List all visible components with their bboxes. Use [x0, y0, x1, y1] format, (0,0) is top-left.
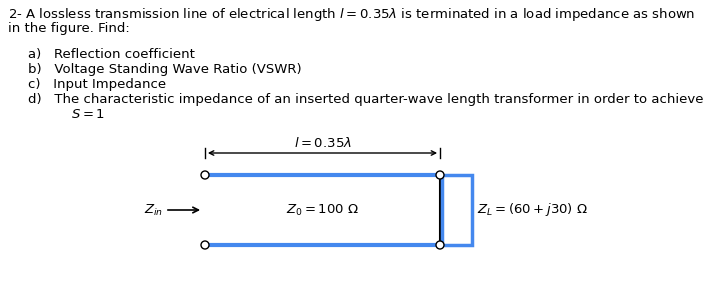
Bar	[442, 175, 472, 245]
Text: $S =1$: $S =1$	[46, 108, 106, 121]
Text: $Z_0 = 100\ \Omega$: $Z_0 = 100\ \Omega$	[286, 203, 359, 218]
Text: c)   Input Impedance: c) Input Impedance	[28, 78, 166, 91]
Text: $Z_{in}$: $Z_{in}$	[144, 203, 163, 218]
Circle shape	[201, 171, 209, 179]
Text: 2- A lossless transmission line of electrical length $l = 0.35\lambda$ is termin: 2- A lossless transmission line of elect…	[8, 6, 695, 23]
Text: $l = 0.35\lambda$: $l = 0.35\lambda$	[294, 136, 352, 150]
Text: in the figure. Find:: in the figure. Find:	[8, 22, 130, 35]
Circle shape	[436, 241, 444, 249]
Text: a)   Reflection coefficient: a) Reflection coefficient	[28, 48, 195, 61]
Circle shape	[201, 241, 209, 249]
Text: b)   Voltage Standing Wave Ratio (VSWR): b) Voltage Standing Wave Ratio (VSWR)	[28, 63, 302, 76]
Text: $Z_L = (60 + j30)\ \Omega$: $Z_L = (60 + j30)\ \Omega$	[477, 201, 588, 218]
Text: d)   The characteristic impedance of an inserted quarter-wave length transformer: d) The characteristic impedance of an in…	[28, 93, 704, 106]
Circle shape	[436, 171, 444, 179]
